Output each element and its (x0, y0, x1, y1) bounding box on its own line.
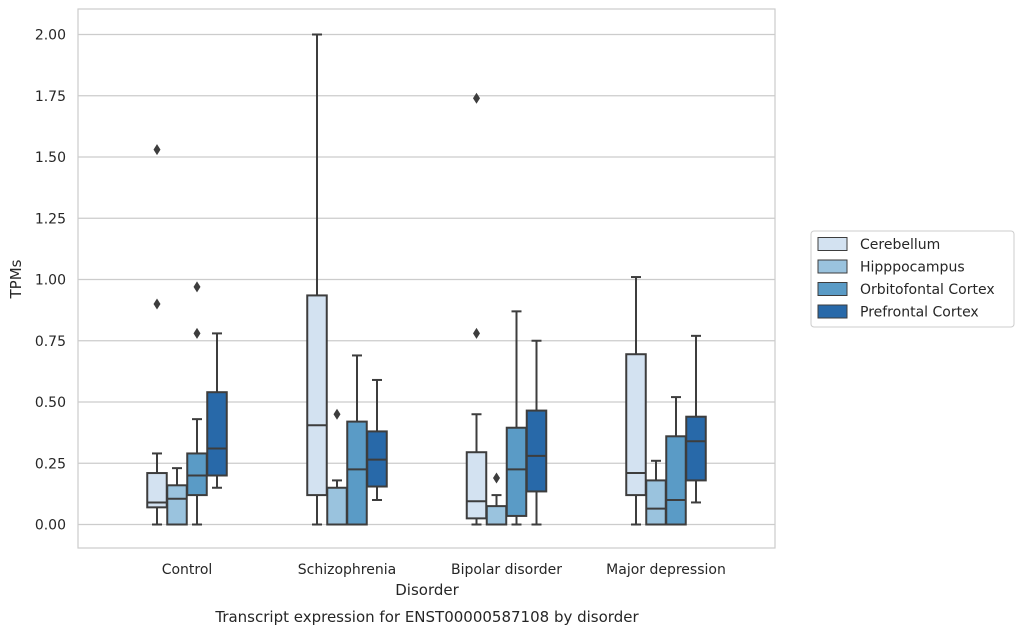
legend-frame (810, 230, 1015, 328)
iqr-box (505, 426, 528, 517)
iqr-box (525, 409, 548, 493)
iqr-box (166, 484, 188, 526)
outlier-marker (153, 298, 161, 310)
box-cerebellum (625, 276, 647, 526)
x-tick-label: Bipolar disorder (451, 562, 562, 578)
y-tick-label: 1.50 (35, 150, 66, 166)
category-group (146, 144, 228, 526)
iqr-box (625, 353, 647, 497)
box-cerebellum (465, 92, 488, 526)
y-tick-label: 0.00 (35, 518, 66, 534)
y-tick-label: 1.25 (35, 211, 66, 227)
legend-swatch (817, 259, 848, 274)
legend-label: Orbitofontal Cortex (860, 282, 995, 298)
iqr-box (645, 479, 667, 526)
box-groups (146, 33, 707, 526)
outlier-marker (333, 408, 341, 420)
iqr-box (346, 420, 368, 526)
legend-swatch (817, 282, 848, 296)
legend-swatch (817, 237, 848, 251)
iqr-box (326, 486, 348, 526)
y-tick-label: 1.75 (35, 89, 66, 105)
outlier-marker (493, 472, 500, 484)
legend-swatch (817, 304, 848, 319)
box-orbitofontal-cortex (505, 310, 528, 526)
box-cerebellum (306, 33, 328, 526)
box-hipppocampus (645, 459, 667, 526)
y-tick-label: 1.00 (35, 273, 66, 289)
box-orbitofontal-cortex (665, 396, 687, 526)
iqr-box (206, 391, 228, 477)
chart-title: Transcript expression for ENST0000058710… (214, 608, 639, 626)
iqr-box (665, 435, 687, 526)
x-tick-labels: Control Schizophrenia Bipolar disorder Majo… (162, 562, 726, 578)
box-orbitofontal-cortex (346, 354, 368, 526)
outlier-marker (193, 281, 201, 293)
box-orbitofontal-cortex (186, 281, 208, 526)
category-group (465, 92, 548, 526)
iqr-box (465, 451, 488, 520)
box-prefrontal-cortex (525, 339, 548, 526)
legend: Cerebellum Hipppocampus Orbitofontal Corte… (810, 230, 1015, 328)
x-tick-label: Major depression (606, 562, 726, 578)
box-prefrontal-cortex (366, 378, 388, 501)
y-tick-label: 0.25 (35, 456, 66, 472)
iqr-box (485, 505, 508, 526)
plot-frame (77, 8, 776, 549)
y-axis-label: TPMs (7, 259, 25, 299)
box-prefrontal-cortex (206, 332, 228, 489)
box-hipppocampus (485, 472, 508, 526)
x-tick-label: Control (162, 562, 213, 578)
outlier-marker (153, 144, 161, 156)
iqr-box (685, 415, 707, 482)
y-tick-label: 0.75 (35, 334, 66, 350)
box-prefrontal-cortex (685, 334, 707, 504)
category-group (625, 276, 707, 526)
x-tick-label: Schizophrenia (298, 562, 396, 578)
iqr-box (306, 294, 328, 497)
legend-label: Prefrontal Cortex (860, 305, 979, 321)
outlier-marker (473, 92, 480, 104)
legend-label: Cerebellum (860, 237, 940, 253)
outlier-marker (473, 327, 480, 339)
x-axis-label: Disorder (395, 581, 459, 599)
y-tick-label: 0.50 (35, 395, 66, 411)
category-group (306, 33, 388, 526)
box-cerebellum (146, 144, 168, 526)
legend-items: Cerebellum Hipppocampus Orbitofontal Corte… (817, 237, 995, 321)
outlier-marker (193, 327, 201, 339)
box-hipppocampus (166, 467, 188, 526)
legend-label: Hipppocampus (860, 260, 965, 276)
iqr-box (186, 452, 208, 497)
box-hipppocampus (326, 408, 348, 526)
y-tick-label: 2.00 (35, 28, 66, 44)
y-tick-labels: 0.00 0.25 0.50 0.75 1.00 1.25 1.50 1.75 2.00 (35, 28, 66, 534)
